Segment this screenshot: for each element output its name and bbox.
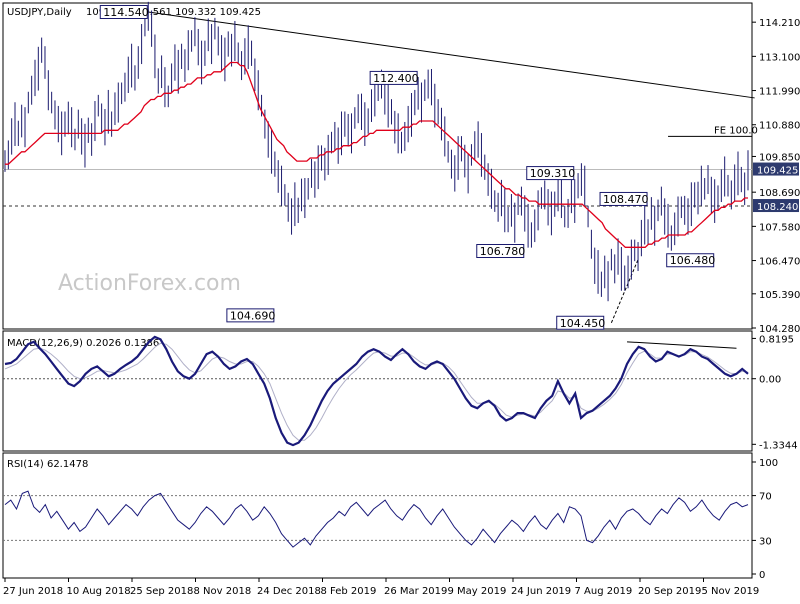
price-annotation-box bbox=[526, 166, 575, 181]
macd-y-tick-label: -1.3344 bbox=[759, 440, 798, 451]
moving-average-line bbox=[5, 61, 748, 248]
price-panel: 114.210 113.100 111.990 110.880 109.850 108.6… bbox=[3, 1, 800, 335]
price-annotation-label: 114.540 bbox=[103, 6, 149, 19]
price-y-tick-label: 113.100 bbox=[759, 52, 800, 63]
x-tick-label: 10 Aug 2018 bbox=[67, 586, 131, 597]
macd-y-tick-label: 0.8195 bbox=[759, 334, 794, 345]
watermark: ActionForex.com bbox=[58, 271, 241, 296]
macd-line bbox=[4, 335, 749, 447]
macd-panel-frame bbox=[2, 330, 753, 452]
support-label: 108.240 bbox=[757, 202, 798, 213]
x-tick-label: 20 Sep 2019 bbox=[638, 586, 701, 597]
rsi-label: RSI(14) 62.1478 bbox=[7, 459, 88, 470]
macd-signal-line bbox=[4, 342, 749, 441]
macd-y-tick-label: 0.00 bbox=[759, 375, 781, 386]
x-tick-label: 7 Aug 2019 bbox=[575, 586, 633, 597]
macd-panel: 0.8195 0.00 -1.3344 bbox=[3, 334, 798, 451]
price-y-tick-label: 106.470 bbox=[759, 257, 800, 268]
price-annotation-label: 106.480 bbox=[670, 254, 716, 267]
ohlc-readout: 109.513 109.561 109.332 109.425 bbox=[86, 7, 261, 18]
price-y-tick-label: 105.390 bbox=[759, 290, 800, 301]
rsi-y-tick-label: 100 bbox=[759, 458, 778, 469]
rsi-panel: 100 70 30 0 bbox=[3, 458, 778, 581]
x-tick-label: 26 Mar 2019 bbox=[384, 586, 447, 597]
x-tick-label: 8 Nov 2018 bbox=[194, 586, 252, 597]
x-axis: 27 Jun 2018 10 Aug 2018 25 Sep 2018 8 Nov 2… bbox=[3, 578, 759, 597]
price-annotation-label: 109.310 bbox=[530, 167, 576, 180]
price-annotation-label: 104.690 bbox=[230, 309, 275, 322]
rsi-y-tick-label: 70 bbox=[759, 492, 772, 503]
x-tick-label: 24 Jun 2019 bbox=[511, 586, 571, 597]
price-y-tick-label: 109.850 bbox=[759, 152, 800, 163]
fe-level-label: FE 100.0 bbox=[714, 125, 758, 136]
dashed-trendline bbox=[610, 259, 639, 323]
price-annotation-label: 106.780 bbox=[480, 245, 526, 258]
price-annotation-box bbox=[226, 308, 275, 323]
price-y-tick-label: 110.880 bbox=[759, 121, 800, 132]
price-annotation-box bbox=[369, 70, 418, 85]
price-y-tick-label: 104.280 bbox=[759, 324, 800, 335]
price-y-tick-label: 111.990 bbox=[759, 87, 800, 98]
x-tick-label: 24 Dec 2018 bbox=[257, 586, 321, 597]
rsi-line bbox=[4, 490, 749, 548]
price-annotation-box bbox=[476, 244, 525, 259]
price-annotation-label: 104.450 bbox=[560, 317, 606, 330]
price-y-tick-label: 108.690 bbox=[759, 188, 800, 199]
rsi-y-tick-label: 0 bbox=[759, 570, 765, 581]
price-y-tick-label: 107.580 bbox=[759, 222, 800, 233]
macd-trendline bbox=[627, 341, 737, 349]
current-price-tag bbox=[753, 162, 799, 176]
rsi-panel-frame bbox=[2, 452, 753, 579]
price-annotation-box bbox=[99, 5, 148, 20]
price-annotation-label: 112.400 bbox=[373, 72, 419, 85]
x-tick-label: 27 Jun 2018 bbox=[3, 586, 63, 597]
x-tick-label: 5 Nov 2019 bbox=[702, 586, 760, 597]
x-tick-label: 25 Sep 2018 bbox=[130, 586, 193, 597]
price-annotation-label: 108.470 bbox=[603, 193, 649, 206]
price-annotation-box bbox=[599, 191, 648, 206]
current-price-label: 109.425 bbox=[757, 166, 798, 177]
support-tag bbox=[753, 199, 799, 213]
x-tick-label: 9 May 2019 bbox=[448, 586, 507, 597]
chart-title: USDJPY,Daily bbox=[7, 7, 72, 18]
price-y-tick-label: 114.210 bbox=[759, 18, 800, 29]
x-tick-label: 8 Feb 2019 bbox=[321, 586, 377, 597]
price-annotation-box bbox=[666, 253, 715, 268]
descending-trendline bbox=[148, 11, 755, 99]
rsi-y-tick-label: 30 bbox=[759, 536, 772, 547]
macd-label: MACD(12,26,9) 0.2026 0.1386 bbox=[7, 338, 159, 349]
price-annotation-box bbox=[556, 315, 605, 330]
